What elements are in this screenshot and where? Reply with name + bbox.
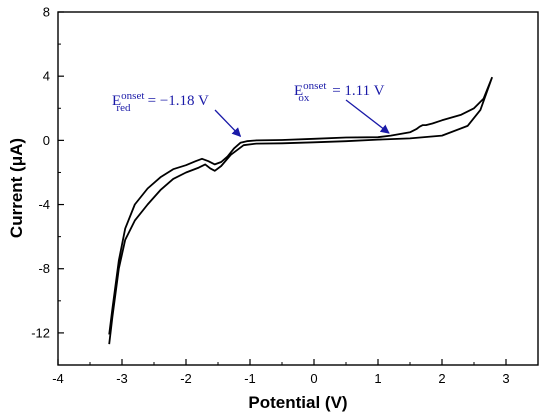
axis-ticks — [57, 11, 507, 366]
y-axis-title: Current (μA) — [7, 138, 26, 238]
x-tick-label: -4 — [52, 371, 64, 386]
x-tick-label: 0 — [310, 371, 317, 386]
y-tick-label: -8 — [38, 261, 50, 276]
y-tick-label: 0 — [43, 133, 50, 148]
annotation-ox: Eonset ox = 1.11 V — [294, 80, 390, 134]
x-tick-label: 1 — [374, 371, 381, 386]
tick-labels: -4 -3 -2 -1 0 1 2 3 -12 -8 -4 0 4 8 — [31, 5, 509, 387]
cv-curve-series — [108, 76, 493, 345]
y-tick-label: 8 — [43, 5, 50, 20]
x-tick-label: -3 — [116, 371, 128, 386]
x-tick-label: -2 — [180, 371, 192, 386]
annotation-red-label: Eonset red = −1.18 V — [112, 90, 209, 114]
y-tick-label: -4 — [38, 197, 50, 212]
y-tick-label: -12 — [31, 325, 50, 340]
y-tick-label: 4 — [43, 69, 50, 84]
x-tick-label: 2 — [438, 371, 445, 386]
plot-frame — [57, 11, 539, 366]
annotation-red-arrow — [214, 109, 242, 138]
annotation-red: Eonset red = −1.18 V — [112, 90, 242, 138]
x-tick-label: -1 — [244, 371, 256, 386]
annotation-ox-arrow — [345, 99, 390, 134]
x-axis-title: Potential (V) — [248, 393, 347, 412]
onset-annotations: Eonset red = −1.18 V Eonset ox = 1.11 V — [112, 80, 390, 138]
x-tick-label: 3 — [502, 371, 509, 386]
annotation-ox-label: Eonset ox = 1.11 V — [294, 80, 385, 104]
